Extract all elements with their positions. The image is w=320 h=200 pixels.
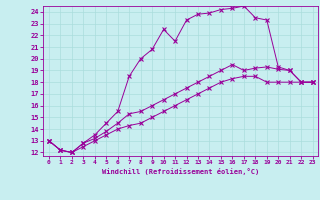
X-axis label: Windchill (Refroidissement éolien,°C): Windchill (Refroidissement éolien,°C) — [102, 168, 260, 175]
